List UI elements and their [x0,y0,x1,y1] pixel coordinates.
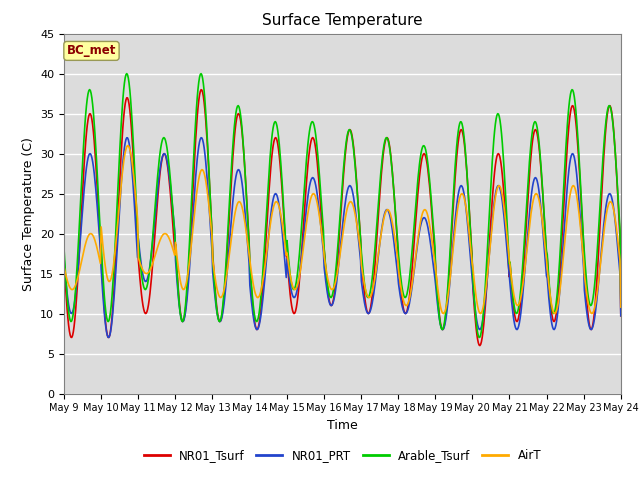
Line: AirT: AirT [64,146,621,313]
NR01_PRT [428,251,436,256]
NR01_Tsurf [70,324,78,329]
Arable_Tsurf [123,71,131,76]
NR01_PRT [128,169,136,175]
NR01_PRT [412,256,419,262]
NR01_Tsurf [60,257,68,263]
NR01_Tsurf [184,278,192,284]
Arable_Tsurf [185,255,193,261]
AirT [124,143,131,149]
NR01_PRT [617,313,625,319]
AirT [617,304,625,310]
AirT [60,264,68,270]
AirT [411,261,419,266]
NR01_Tsurf [127,125,135,131]
AirT [428,231,435,237]
NR01_Tsurf [617,313,625,319]
Title: Surface Temperature: Surface Temperature [262,13,422,28]
Arable_Tsurf [70,304,78,310]
Line: NR01_PRT: NR01_PRT [64,138,621,337]
Arable_Tsurf [411,214,419,219]
AirT [440,311,447,316]
NR01_Tsurf [411,230,419,236]
NR01_Tsurf [197,87,205,93]
Text: BC_met: BC_met [67,44,116,58]
Arable_Tsurf [128,119,136,125]
Y-axis label: Surface Temperature (C): Surface Temperature (C) [22,137,35,290]
Arable_Tsurf [617,295,625,301]
Line: NR01_Tsurf: NR01_Tsurf [64,90,621,346]
AirT [128,160,136,166]
AirT [214,290,222,296]
NR01_PRT [197,135,205,141]
Legend: NR01_Tsurf, NR01_PRT, Arable_Tsurf, AirT: NR01_Tsurf, NR01_PRT, Arable_Tsurf, AirT [139,444,546,467]
NR01_Tsurf [428,201,435,206]
NR01_PRT [185,276,193,282]
NR01_PRT [215,318,223,324]
NR01_Tsurf [214,314,222,320]
Arable_Tsurf [428,195,435,201]
AirT [70,285,78,291]
NR01_PRT [105,335,113,340]
Arable_Tsurf [476,335,483,340]
Line: Arable_Tsurf: Arable_Tsurf [64,73,621,337]
NR01_PRT [60,255,68,261]
Arable_Tsurf [214,315,222,321]
AirT [185,265,193,271]
NR01_Tsurf [476,343,484,348]
NR01_PRT [70,303,78,309]
X-axis label: Time: Time [327,419,358,432]
Arable_Tsurf [60,245,68,251]
